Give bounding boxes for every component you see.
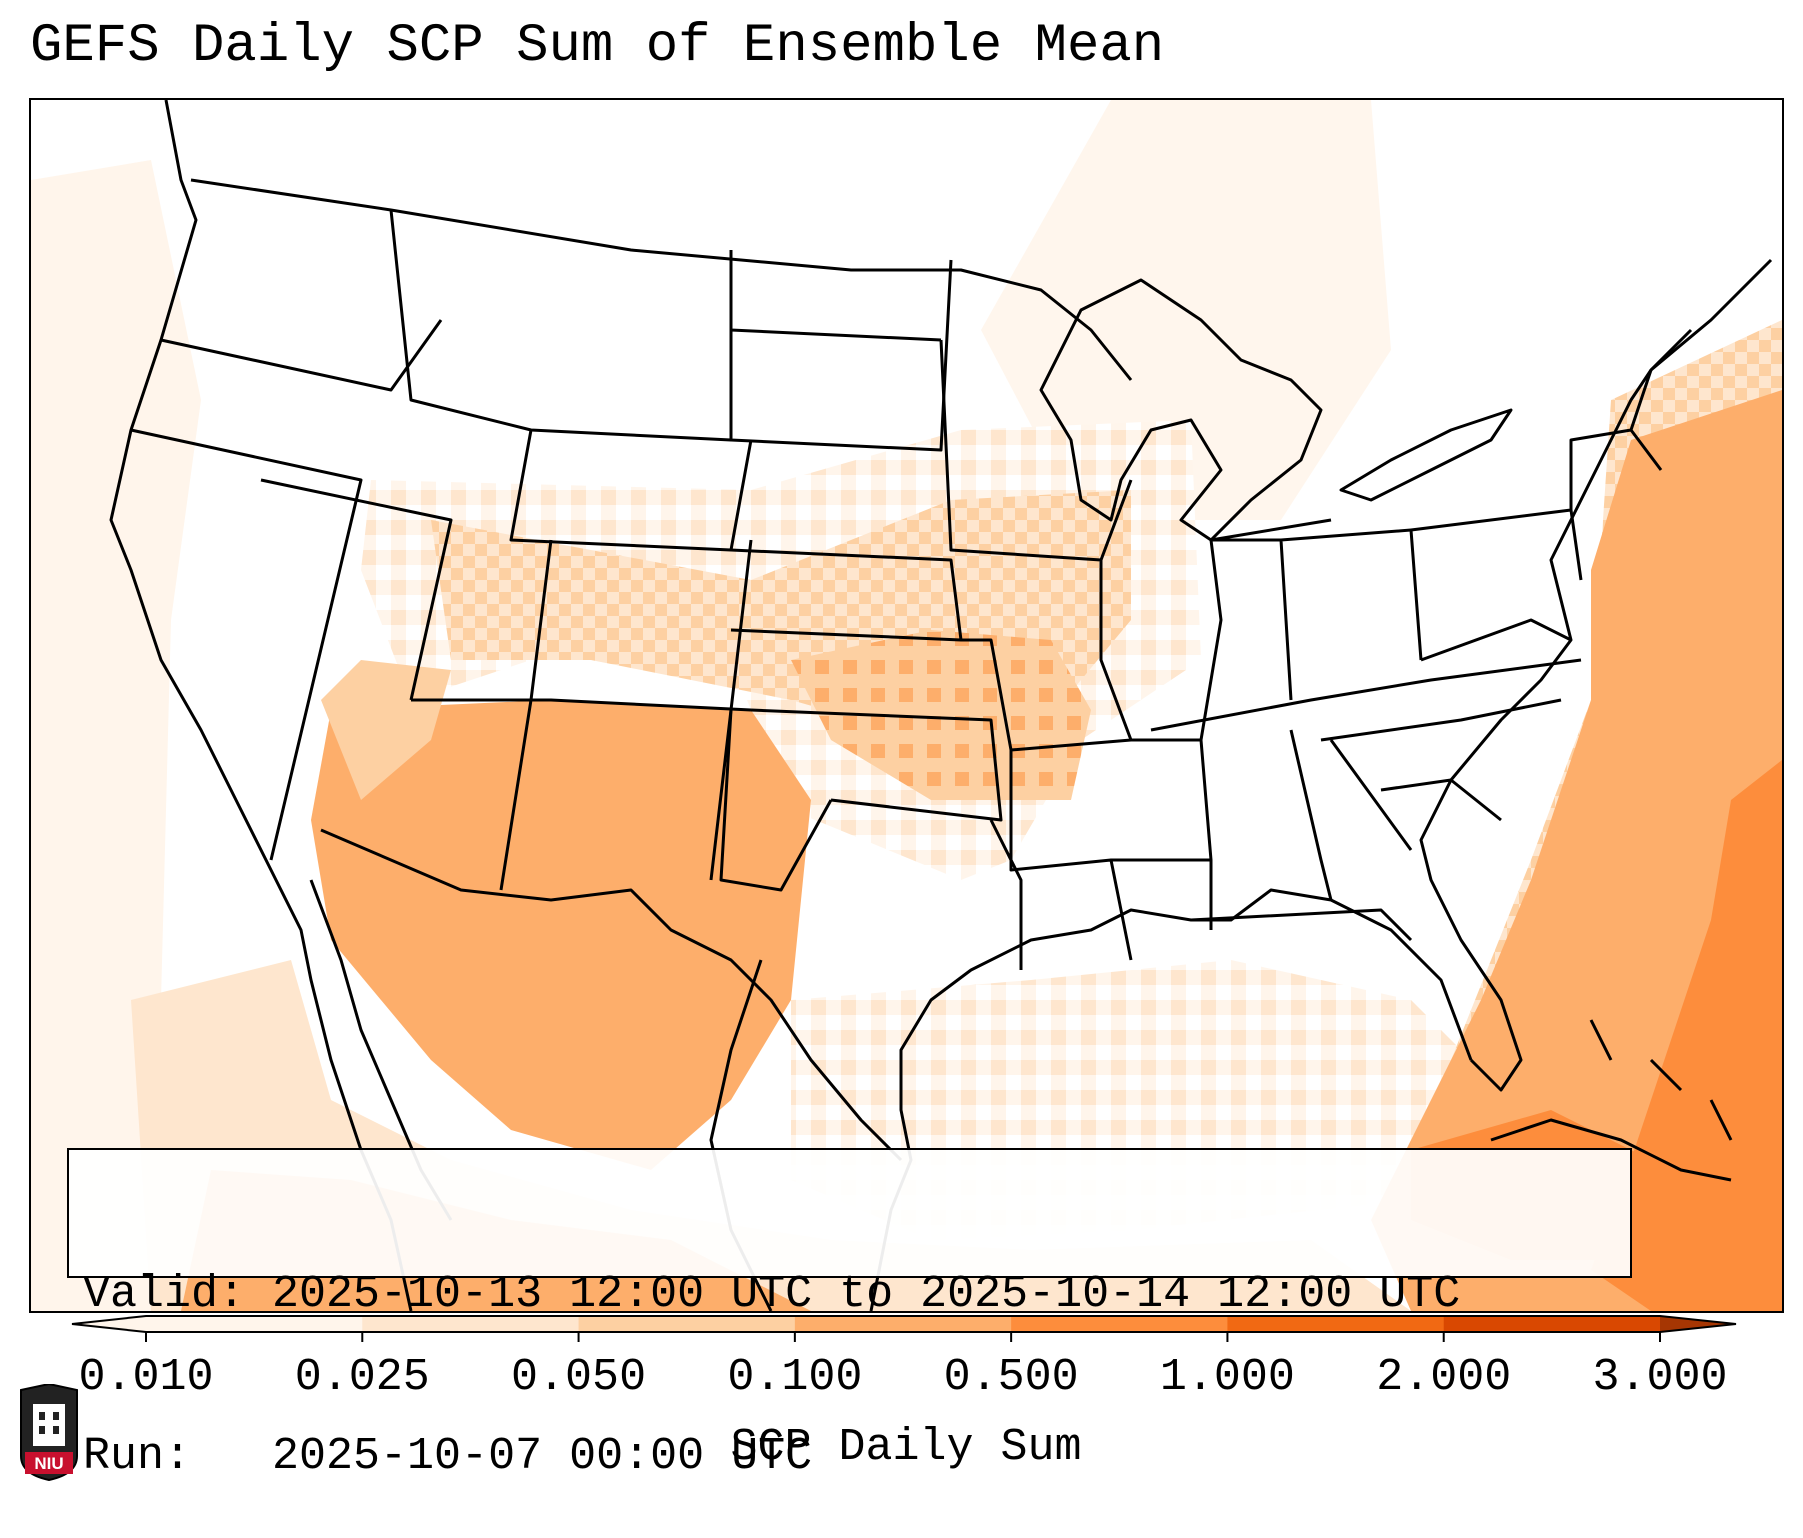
logo-text: NIU [34,1454,63,1473]
colorbar [71,1315,1737,1342]
state-border-ne-ks-ok [730,548,1003,822]
colorbar-segment [1011,1316,1228,1332]
boundaries [109,100,1773,1311]
colorbar-segment [1227,1316,1445,1332]
lake-erie-ontario [1339,408,1513,502]
colorbar-segment [1443,1316,1661,1332]
state-border-id-mt-wy [389,209,732,442]
state-border-tn-ky [1150,658,1582,732]
colorbar-extend-high [1660,1316,1736,1332]
mexico-border [320,828,903,1162]
colorbar-tick-label: 0.025 [294,1352,430,1403]
state-border-ar-la-ms-al-ga [1009,729,1413,961]
run-time-line: Run: 2025-10-07 00:00 UTC [83,1431,813,1482]
colorbar-tick-label: 0.500 [943,1352,1079,1403]
state-border-la-tx [989,819,1023,970]
state-border-nc-sc-va [1320,618,1572,822]
state-border-fl-ga-al [1190,908,1413,942]
colorbar-extend-low [72,1316,146,1332]
page-title: GEFS Daily SCP Sum of Ensemble Mean [30,16,1165,77]
canada-us-border [190,178,1133,381]
colorbar-tick-label: 0.100 [727,1352,863,1403]
scp-shading-faint-west [31,160,211,1311]
state-border-dakotas [729,250,953,452]
logo-banner [25,1452,73,1474]
cuba-bahamas [1490,1019,1733,1182]
colorbar-tick-label: 3.000 [1592,1352,1728,1403]
valid-time-box: Valid: 2025-10-13 12:00 UTC to 2025-10-1… [67,1148,1632,1482]
state-border-wi-il-in-oh [1099,479,1423,742]
valid-time-line: Valid: 2025-10-13 12:00 UTC to 2025-10-1… [83,1269,1461,1320]
great-lakes [1039,278,1323,542]
pacific-coastline [109,100,413,1311]
state-border-wy-co [509,429,753,552]
gulf-coastline [869,888,1473,1311]
state-border-wa-or [160,319,443,392]
colorbar-segment [794,1316,1012,1332]
colorbar-segment [362,1316,580,1332]
map-panel [29,98,1784,1313]
colorbar-title: SCP Daily Sum [730,1422,1082,1473]
atlantic-coastline [1419,258,1773,1092]
colorbar-tick-label: 0.010 [78,1352,214,1403]
state-border-nv-ut [260,478,453,701]
colorbar-tick-label: 1.000 [1159,1352,1295,1403]
state-border-pa-ny-new-england [1410,328,1693,581]
state-border-mn-ia-mo [939,339,1133,752]
colorbar-segment [146,1316,363,1332]
state-border-mi-oh [1210,518,1332,542]
scp-shading-kansas-missouri [791,630,1091,800]
colorbar-segment [578,1316,796,1332]
scp-shading-southwest-edge [321,660,451,800]
niu-logo: NIU [20,1384,78,1482]
logo-building [33,1404,65,1446]
state-border-tx-ok [719,709,833,892]
colorbar-tick-label: 0.050 [511,1352,647,1403]
scp-shading-southwest-orange [311,700,811,1170]
state-border-or-ca-nv [130,428,363,861]
colorbar-tick-label: 2.000 [1376,1352,1512,1403]
